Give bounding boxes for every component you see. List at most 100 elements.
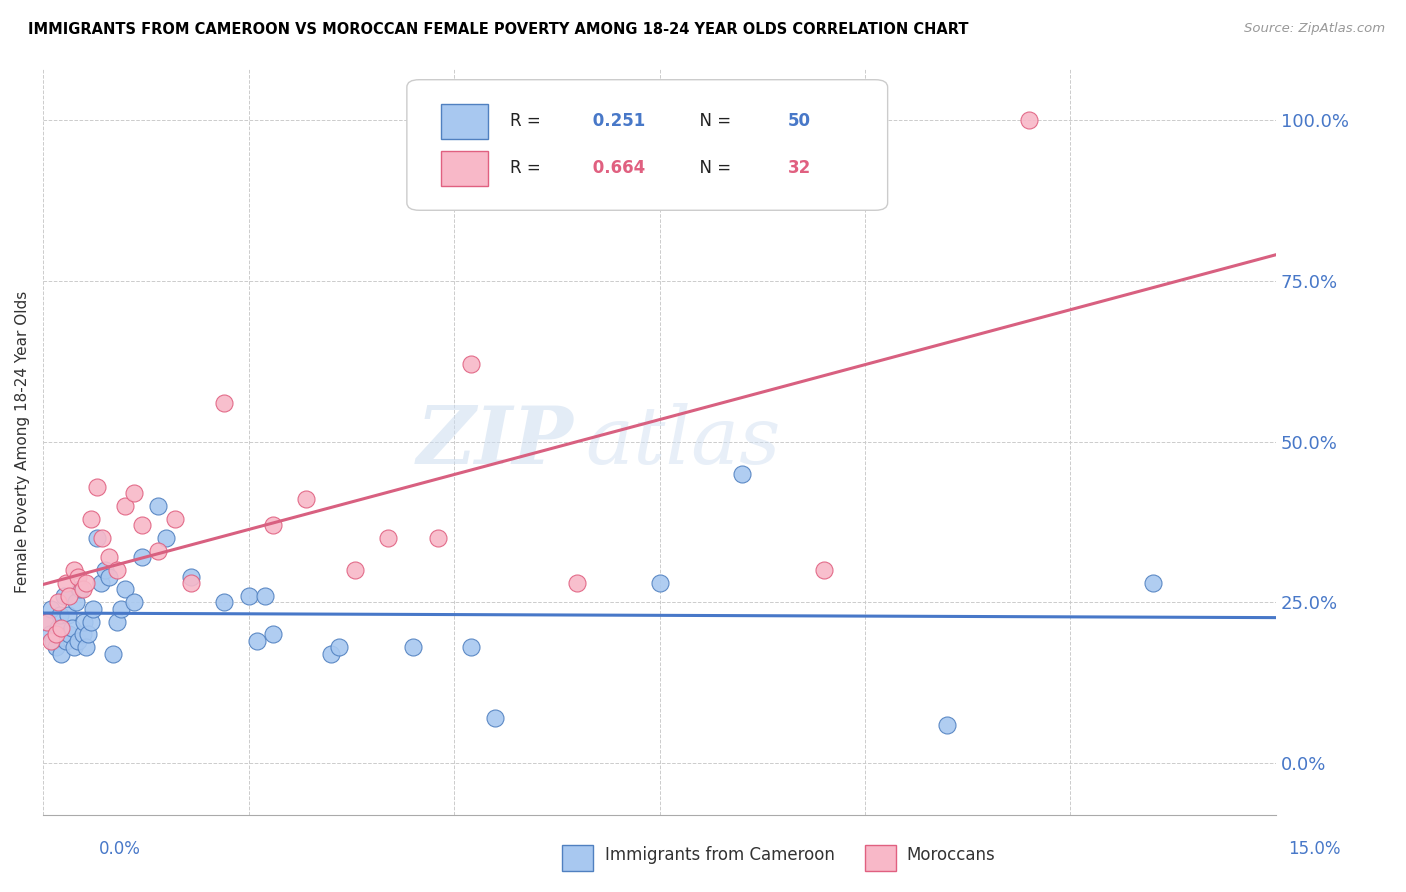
Point: [155, 531, 177, 545]
Point: [212, 595, 235, 609]
Point: [37, 615, 59, 629]
Point: [75, 576, 97, 591]
Point: [122, 486, 145, 500]
Point: [86, 531, 108, 545]
Text: 0.0%: 0.0%: [98, 840, 141, 858]
Point: [254, 589, 277, 603]
Point: [460, 357, 482, 371]
Point: [72, 582, 94, 597]
Point: [1142, 576, 1164, 591]
Point: [80, 615, 103, 629]
Point: [77, 627, 100, 641]
Point: [426, 531, 449, 545]
Point: [262, 518, 284, 533]
Point: [42, 634, 65, 648]
Point: [114, 499, 136, 513]
Point: [212, 396, 235, 410]
Point: [105, 615, 128, 629]
Point: [44, 627, 66, 641]
Point: [46, 621, 69, 635]
Point: [91, 531, 114, 545]
Point: [58, 589, 80, 603]
Point: [484, 711, 506, 725]
Point: [262, 627, 284, 641]
Point: [90, 576, 112, 591]
Point: [148, 499, 170, 513]
Y-axis label: Female Poverty Among 18-24 Year Olds: Female Poverty Among 18-24 Year Olds: [15, 291, 30, 592]
Point: [246, 634, 269, 648]
Text: 32: 32: [787, 160, 811, 178]
Point: [567, 576, 589, 591]
Point: [37, 615, 59, 629]
Point: [86, 479, 108, 493]
Point: [51, 647, 73, 661]
Point: [63, 640, 86, 655]
Point: [131, 518, 153, 533]
Point: [114, 582, 136, 597]
Point: [238, 589, 260, 603]
Point: [148, 544, 170, 558]
Point: [63, 563, 86, 577]
Point: [65, 595, 87, 609]
Point: [94, 563, 117, 577]
Point: [1018, 112, 1040, 127]
Point: [51, 621, 73, 635]
Point: [295, 492, 318, 507]
Text: 15.0%: 15.0%: [1288, 840, 1341, 858]
FancyBboxPatch shape: [406, 79, 887, 211]
Point: [402, 640, 425, 655]
Point: [38, 627, 60, 641]
Text: Source: ZipAtlas.com: Source: ZipAtlas.com: [1244, 22, 1385, 36]
Text: N =: N =: [689, 112, 737, 130]
Point: [344, 563, 367, 577]
Point: [66, 634, 89, 648]
Text: R =: R =: [510, 112, 547, 130]
Point: [41, 601, 63, 615]
Point: [122, 595, 145, 609]
Point: [97, 550, 120, 565]
Point: [72, 627, 94, 641]
Text: 50: 50: [787, 112, 811, 130]
Text: R =: R =: [510, 160, 547, 178]
Point: [328, 640, 350, 655]
Point: [66, 569, 89, 583]
Text: ZIP: ZIP: [416, 403, 574, 480]
Point: [41, 634, 63, 648]
Text: atlas: atlas: [586, 403, 780, 480]
Point: [180, 569, 202, 583]
Point: [110, 601, 132, 615]
Point: [180, 576, 202, 591]
Point: [101, 647, 124, 661]
Point: [60, 621, 83, 635]
FancyBboxPatch shape: [441, 151, 488, 186]
Point: [58, 627, 80, 641]
Point: [105, 563, 128, 577]
Point: [82, 601, 104, 615]
Point: [52, 589, 75, 603]
Point: [44, 640, 66, 655]
Point: [813, 563, 835, 577]
Point: [56, 608, 79, 623]
Point: [75, 640, 97, 655]
Point: [319, 647, 342, 661]
Point: [80, 512, 103, 526]
Point: [46, 595, 69, 609]
Text: 0.251: 0.251: [586, 112, 645, 130]
Point: [936, 717, 959, 731]
Point: [377, 531, 399, 545]
Text: Immigrants from Cameroon: Immigrants from Cameroon: [605, 847, 834, 864]
Text: Moroccans: Moroccans: [907, 847, 995, 864]
Point: [55, 634, 77, 648]
Point: [48, 608, 70, 623]
FancyBboxPatch shape: [441, 103, 488, 139]
Point: [731, 467, 754, 481]
Point: [648, 576, 671, 591]
Point: [69, 582, 91, 597]
Point: [97, 569, 120, 583]
Text: IMMIGRANTS FROM CAMEROON VS MOROCCAN FEMALE POVERTY AMONG 18-24 YEAR OLDS CORREL: IMMIGRANTS FROM CAMEROON VS MOROCCAN FEM…: [28, 22, 969, 37]
Text: N =: N =: [689, 160, 737, 178]
Point: [460, 640, 482, 655]
Point: [163, 512, 186, 526]
Point: [131, 550, 153, 565]
Text: 0.664: 0.664: [586, 160, 645, 178]
